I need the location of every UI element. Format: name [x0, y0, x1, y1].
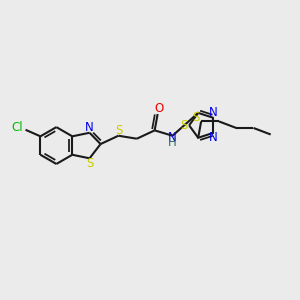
Text: N: N [209, 106, 218, 119]
Text: S: S [192, 111, 200, 124]
Text: N: N [168, 131, 177, 144]
Text: N: N [85, 121, 93, 134]
Text: Cl: Cl [11, 121, 23, 134]
Text: S: S [86, 157, 94, 170]
Text: S: S [180, 119, 188, 132]
Text: S: S [115, 124, 122, 137]
Text: N: N [209, 131, 218, 144]
Text: O: O [154, 103, 163, 116]
Text: H: H [168, 136, 177, 149]
